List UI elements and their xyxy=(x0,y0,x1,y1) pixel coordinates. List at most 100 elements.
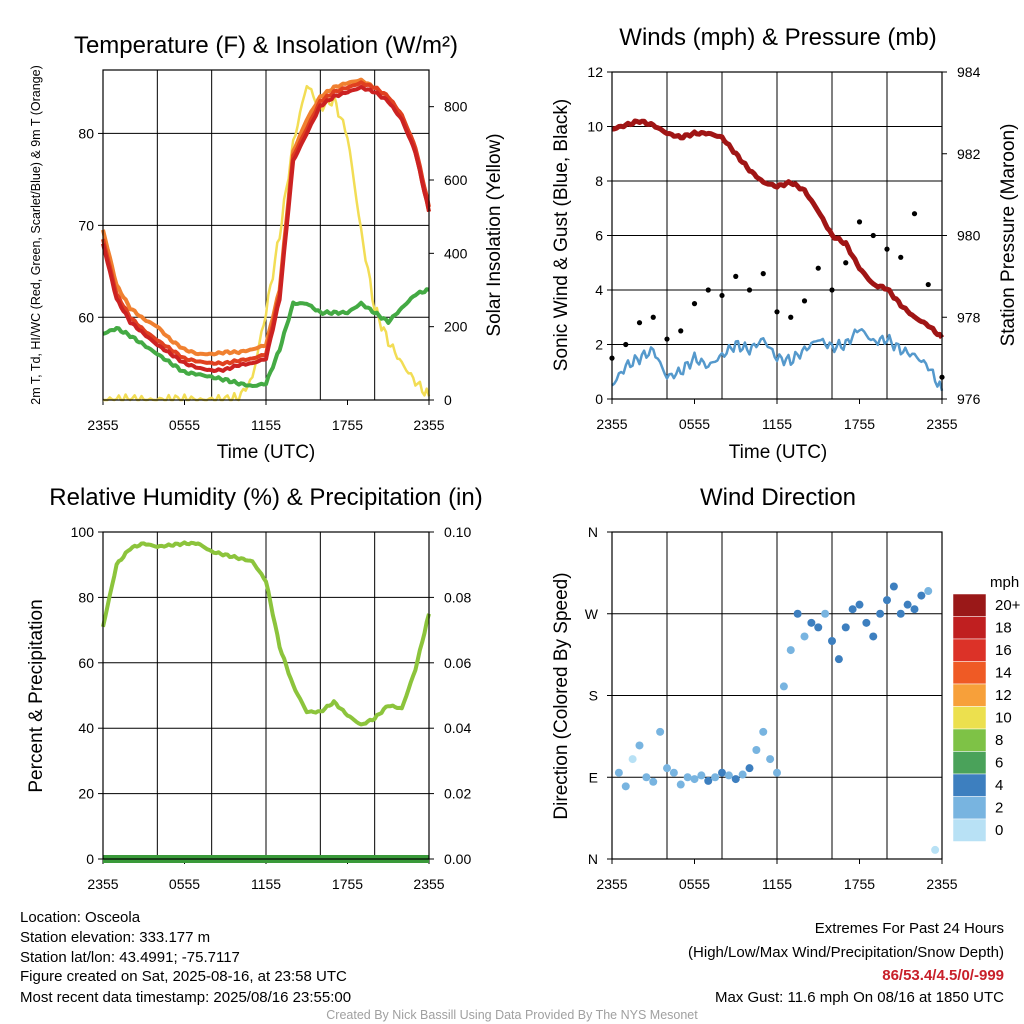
direction-x-ticks: 2355 0555 1155 1755 2355 xyxy=(596,859,958,892)
x-tick-label: 2355 xyxy=(926,876,957,892)
y-right-tick-label: 200 xyxy=(444,319,468,335)
legend-label: 12 xyxy=(995,687,1012,704)
direction-point xyxy=(917,591,926,600)
direction-tick-label: S xyxy=(589,688,598,704)
y-right-tick-label: 0.04 xyxy=(444,720,471,736)
x-tick-label: 2355 xyxy=(926,416,957,432)
legend-label: 8 xyxy=(995,732,1003,749)
gust-point xyxy=(623,341,629,348)
gust-point xyxy=(678,328,684,334)
y-left-tick-label: 60 xyxy=(78,309,94,325)
y-left-tick-label: 0 xyxy=(595,391,603,407)
x-tick-label: 1155 xyxy=(762,876,792,892)
gust-point xyxy=(705,287,711,293)
legend-swatch xyxy=(952,728,987,752)
y-left-tick-label: 100 xyxy=(71,524,95,540)
direction-point xyxy=(793,609,802,618)
temperature-x-axis-title: Time (UTC) xyxy=(217,442,316,463)
legend-swatch xyxy=(952,773,987,797)
pressure-line xyxy=(611,118,945,340)
direction-point xyxy=(621,782,630,791)
temperature-plot-frame xyxy=(102,69,430,401)
temperature-panel: Temperature (F) & Insolation (W/m²) 2355… xyxy=(29,32,505,463)
direction-point xyxy=(869,632,878,641)
direction-point xyxy=(649,777,658,786)
station-latlon: Station lat/lon: 43.4991; -75.7117 xyxy=(20,949,240,966)
x-tick-label: 1755 xyxy=(332,876,363,892)
gust-point xyxy=(650,314,656,320)
direction-point xyxy=(731,775,740,784)
direction-point xyxy=(910,605,919,614)
speed-legend: mph 20+ 18 16 14 12 10 8 6 4 2 0 xyxy=(952,574,1021,842)
direction-point xyxy=(862,618,871,627)
direction-point xyxy=(614,768,623,777)
extremes-subtitle: (High/Low/Max Wind/Precipitation/Snow De… xyxy=(688,944,1004,961)
y-right-tick-label: 800 xyxy=(444,99,468,115)
legend-label: 20+ xyxy=(995,597,1021,614)
gust-point xyxy=(911,211,918,217)
x-tick-label: 2355 xyxy=(87,417,118,433)
gust-point xyxy=(719,292,725,299)
credit-line: Created By Nick Bassill Using Data Provi… xyxy=(326,1008,698,1022)
direction-point xyxy=(752,746,761,754)
y-left-tick-label: 6 xyxy=(595,228,603,244)
gust-point xyxy=(856,219,863,225)
gust-point xyxy=(746,287,753,293)
y-left-tick-label: 70 xyxy=(78,217,94,233)
humidity-x-ticks: 2355 0555 1155 1755 2355 xyxy=(87,859,445,892)
legend-swatch xyxy=(952,706,987,730)
y-right-tick-label: 978 xyxy=(957,309,981,325)
y-right-tick-label: 980 xyxy=(957,228,981,244)
direction-point xyxy=(814,623,823,632)
temperature-y-left-title: 2m T, Td, HI/WC (Red, Green, Scarlet/Blu… xyxy=(29,65,43,404)
temperature-y-left-ticks: 60 70 80 xyxy=(78,125,103,325)
x-tick-label: 0555 xyxy=(169,417,200,433)
extremes-title: Extremes For Past 24 Hours xyxy=(815,920,1004,937)
gust-point xyxy=(664,336,670,342)
direction-point xyxy=(718,768,726,777)
direction-grid xyxy=(612,532,942,859)
temperature-line xyxy=(101,84,431,373)
humidity-plot-frame xyxy=(102,531,430,860)
legend-label: 6 xyxy=(995,755,1003,772)
gust-point xyxy=(815,265,821,271)
gust-point xyxy=(691,301,698,307)
legend-label: 4 xyxy=(995,777,1003,794)
extremes-values: 86/53.4/4.5/0/-999 xyxy=(882,967,1004,984)
direction-point xyxy=(676,780,685,789)
x-tick-label: 2355 xyxy=(87,876,118,892)
legend-swatch xyxy=(952,683,987,707)
x-tick-label: 2355 xyxy=(413,417,444,433)
gust-point xyxy=(733,273,739,279)
direction-point xyxy=(903,600,912,609)
wind-x-axis-title: Time (UTC) xyxy=(729,442,828,463)
legend-swatch xyxy=(952,616,987,640)
y-left-tick-label: 10 xyxy=(587,119,603,135)
direction-tick-label: N xyxy=(588,851,598,867)
legend-label: 0 xyxy=(995,822,1003,839)
station-info: Location: Osceola Station elevation: 333… xyxy=(20,909,351,1006)
legend-swatch xyxy=(952,751,987,775)
wind-pressure-panel: Winds (mph) & Pressure (mb) 2355 0555 1155… xyxy=(551,24,1019,463)
direction-point xyxy=(628,755,637,764)
y-left-tick-label: 20 xyxy=(78,786,94,802)
legend-label: 16 xyxy=(995,642,1012,659)
humidity-y-left-title: Percent & Precipitation xyxy=(26,599,47,792)
direction-series-layer xyxy=(614,582,940,854)
legend-swatch xyxy=(952,638,987,662)
x-tick-label: 0555 xyxy=(679,416,710,432)
humidity-panel: Relative Humidity (%) & Precipitation (i… xyxy=(26,484,483,892)
legend-swatch xyxy=(952,661,987,685)
direction-point xyxy=(724,771,733,780)
y-right-tick-label: 0.02 xyxy=(444,786,471,802)
wind-y-left-title: Sonic Wind & Gust (Blue, Black) xyxy=(551,99,572,371)
wind-direction-panel: Wind Direction 2355 0555 1155 1755 2355 N E S W… xyxy=(551,484,1021,892)
x-tick-label: 1755 xyxy=(844,876,875,892)
y-left-tick-label: 12 xyxy=(587,64,603,80)
direction-point xyxy=(759,727,768,736)
station-location: Location: Osceola xyxy=(20,909,141,926)
legend-swatch xyxy=(952,818,987,842)
legend-swatch xyxy=(952,593,987,617)
direction-point xyxy=(841,623,850,632)
